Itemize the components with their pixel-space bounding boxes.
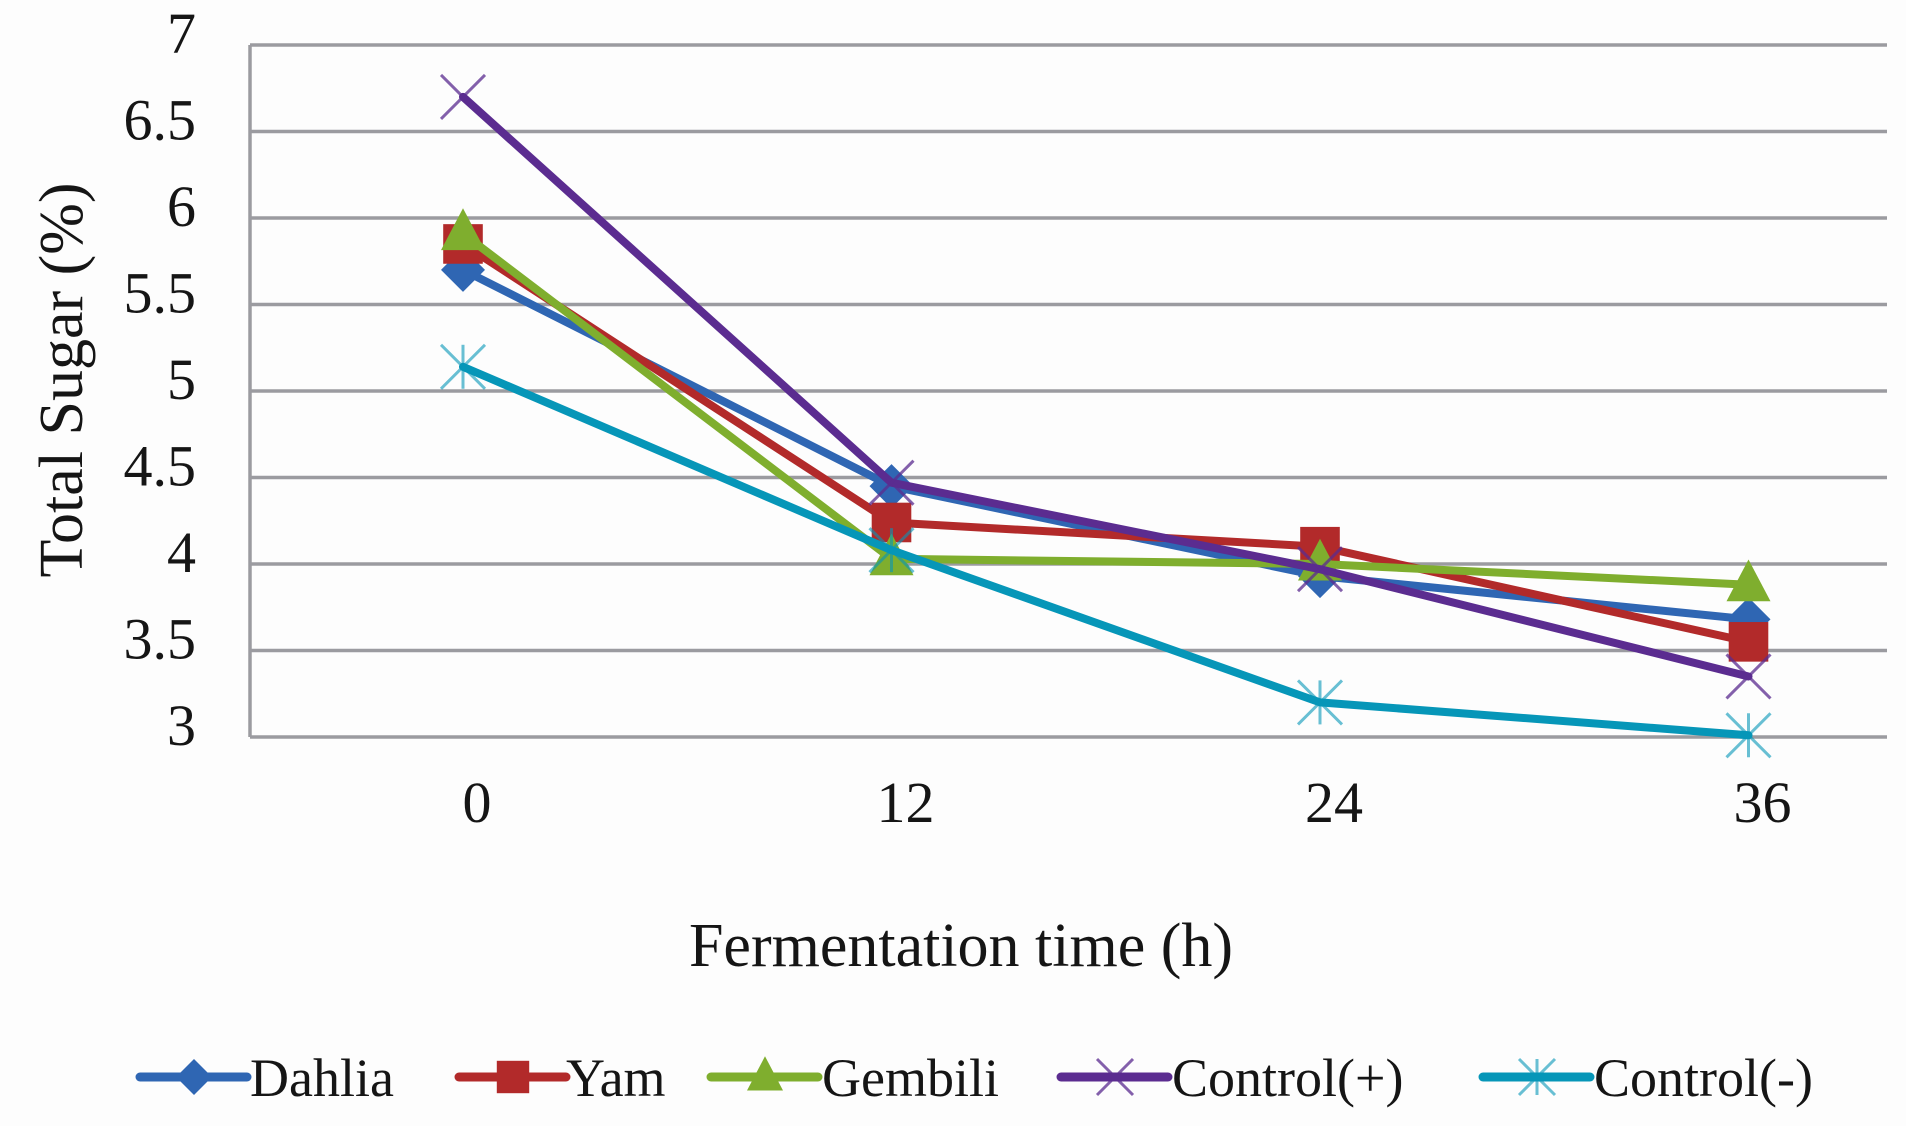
legend-item: Yam	[454, 1048, 666, 1108]
series-control	[439, 73, 1772, 700]
marker-star	[1517, 1057, 1557, 1097]
legend-label: Control(-)	[1594, 1048, 1813, 1108]
legend: Dahlia Yam Gembili Control(+) Control(-)	[135, 1048, 1813, 1108]
data-point	[1296, 679, 1344, 726]
data-point	[439, 73, 487, 120]
y-tick-label: 4.5	[124, 434, 197, 499]
data-point	[868, 527, 915, 574]
x-tick-label: 36	[1734, 770, 1792, 835]
series-line	[459, 239, 1753, 646]
data-point	[1728, 622, 1769, 662]
gridlines	[250, 43, 1887, 739]
y-tick-label: 7	[167, 1, 196, 66]
y-tick-labels: 3 3.5 4 4.5 5 5.5 6 6.5 7	[124, 1, 197, 758]
marker-diamond	[176, 1059, 212, 1095]
legend-label: Gembili	[822, 1048, 999, 1108]
x-axis-title: Fermentation time (h)	[689, 912, 1233, 980]
series-line	[459, 362, 1753, 740]
x-tick-label: 0	[463, 770, 492, 835]
marker-triangle	[747, 1056, 783, 1091]
y-tick-label: 3	[167, 693, 196, 758]
data-point	[1296, 546, 1344, 593]
legend-label: Yam	[566, 1048, 666, 1108]
legend-item: Control(+)	[1056, 1048, 1403, 1108]
series-lines	[439, 73, 1772, 759]
x-tick-label: 24	[1305, 770, 1363, 835]
data-point	[1725, 653, 1772, 700]
legend-label: Dahlia	[250, 1048, 394, 1108]
data-point	[439, 343, 487, 390]
y-tick-label: 4	[167, 520, 196, 585]
series-line	[459, 92, 1753, 681]
y-tick-label: 3.5	[124, 607, 197, 672]
y-tick-label: 6	[167, 174, 196, 239]
y-tick-label: 5	[167, 347, 196, 412]
series-line	[459, 229, 1753, 589]
data-point	[1725, 712, 1772, 759]
legend-label: Control(+)	[1172, 1048, 1403, 1108]
legend-item: Control(-)	[1478, 1048, 1813, 1108]
x-tick-label: 12	[877, 770, 935, 835]
marker-x	[1095, 1057, 1135, 1097]
data-point	[868, 459, 915, 506]
x-tick-labels: 0 12 24 36	[463, 770, 1792, 835]
legend-item: Gembili	[706, 1048, 999, 1108]
marker-square	[496, 1060, 530, 1094]
y-axis-title: Total Sugar (%)	[28, 182, 96, 577]
y-tick-label: 6.5	[124, 88, 197, 153]
series-gembili	[441, 208, 1771, 602]
series-line	[459, 265, 1753, 624]
series-control	[439, 343, 1772, 759]
data-point	[1726, 559, 1771, 602]
legend-item: Dahlia	[135, 1048, 394, 1108]
data-point	[441, 208, 485, 251]
y-tick-label: 5.5	[124, 261, 197, 326]
